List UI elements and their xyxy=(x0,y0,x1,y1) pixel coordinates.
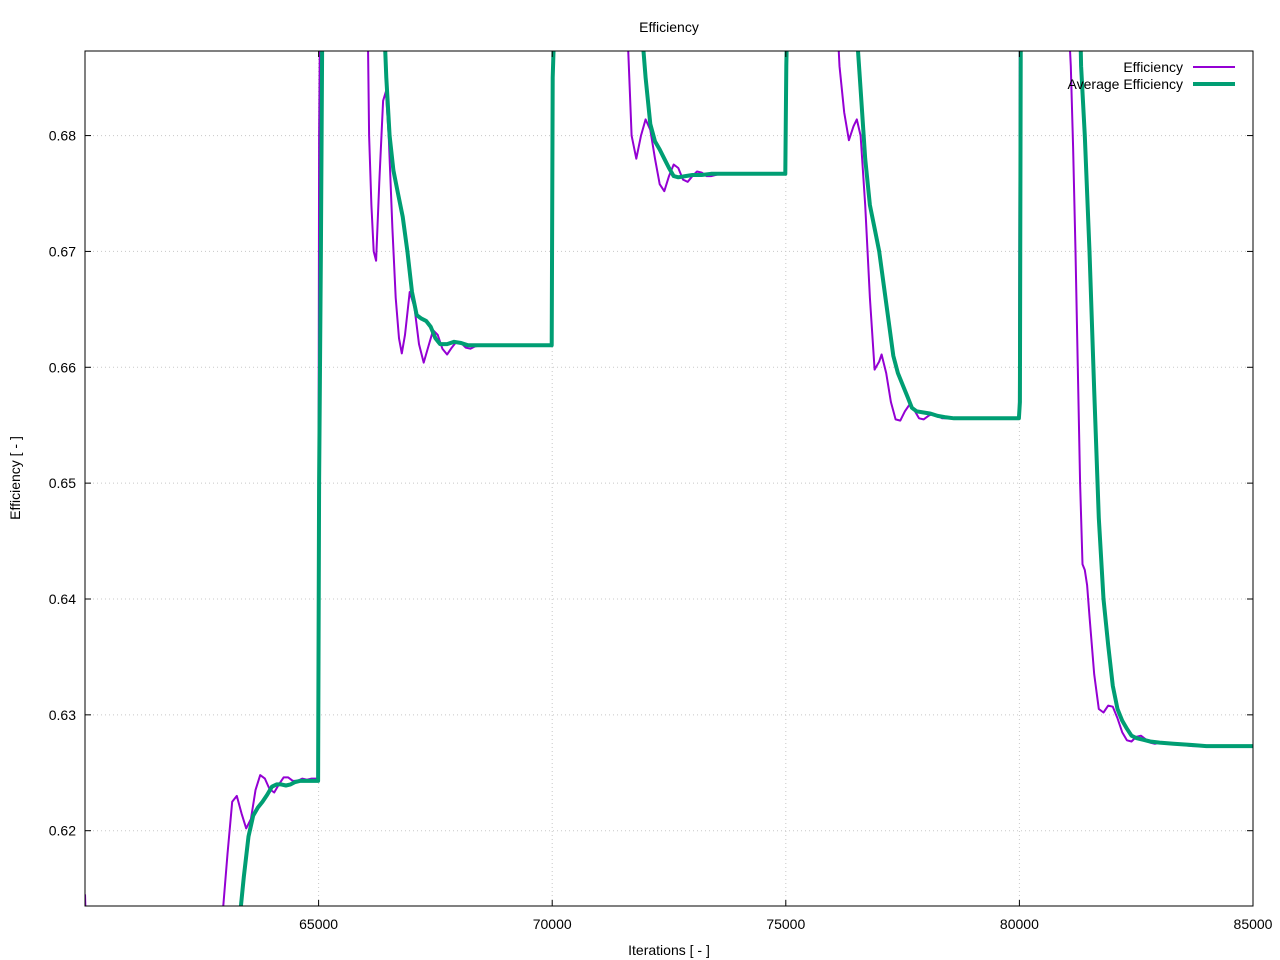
y-tick-label: 0.68 xyxy=(49,128,76,144)
x-tick-label: 75000 xyxy=(766,916,805,932)
y-tick-label: 0.67 xyxy=(49,243,76,259)
y-tick-label: 0.64 xyxy=(49,591,76,607)
x-tick-label: 80000 xyxy=(1000,916,1039,932)
x-tick-label: 85000 xyxy=(1234,916,1273,932)
efficiency-series-line xyxy=(85,51,1253,906)
x-tick-label: 65000 xyxy=(299,916,338,932)
axis-ticks: 65000 70000 75000 80000 85000 0.62 0.63 0.64 0.6… xyxy=(49,51,1273,932)
y-axis-label: Efficiency [ - ] xyxy=(7,436,23,520)
y-tick-label: 0.62 xyxy=(49,823,76,839)
legend-label-efficiency: Efficiency xyxy=(1123,59,1183,75)
legend-label-average-efficiency: Average Efficiency xyxy=(1068,76,1183,92)
y-tick-label: 0.66 xyxy=(49,359,76,375)
average-efficiency-series-line xyxy=(238,51,1253,906)
y-tick-label: 0.65 xyxy=(49,475,76,491)
y-tick-label: 0.63 xyxy=(49,707,76,723)
x-axis-label: Iterations [ - ] xyxy=(628,942,710,958)
plot-frame xyxy=(84,50,1254,907)
chart-title: Efficiency xyxy=(639,19,699,35)
x-tick-label: 70000 xyxy=(533,916,572,932)
series-lines xyxy=(85,51,1253,906)
